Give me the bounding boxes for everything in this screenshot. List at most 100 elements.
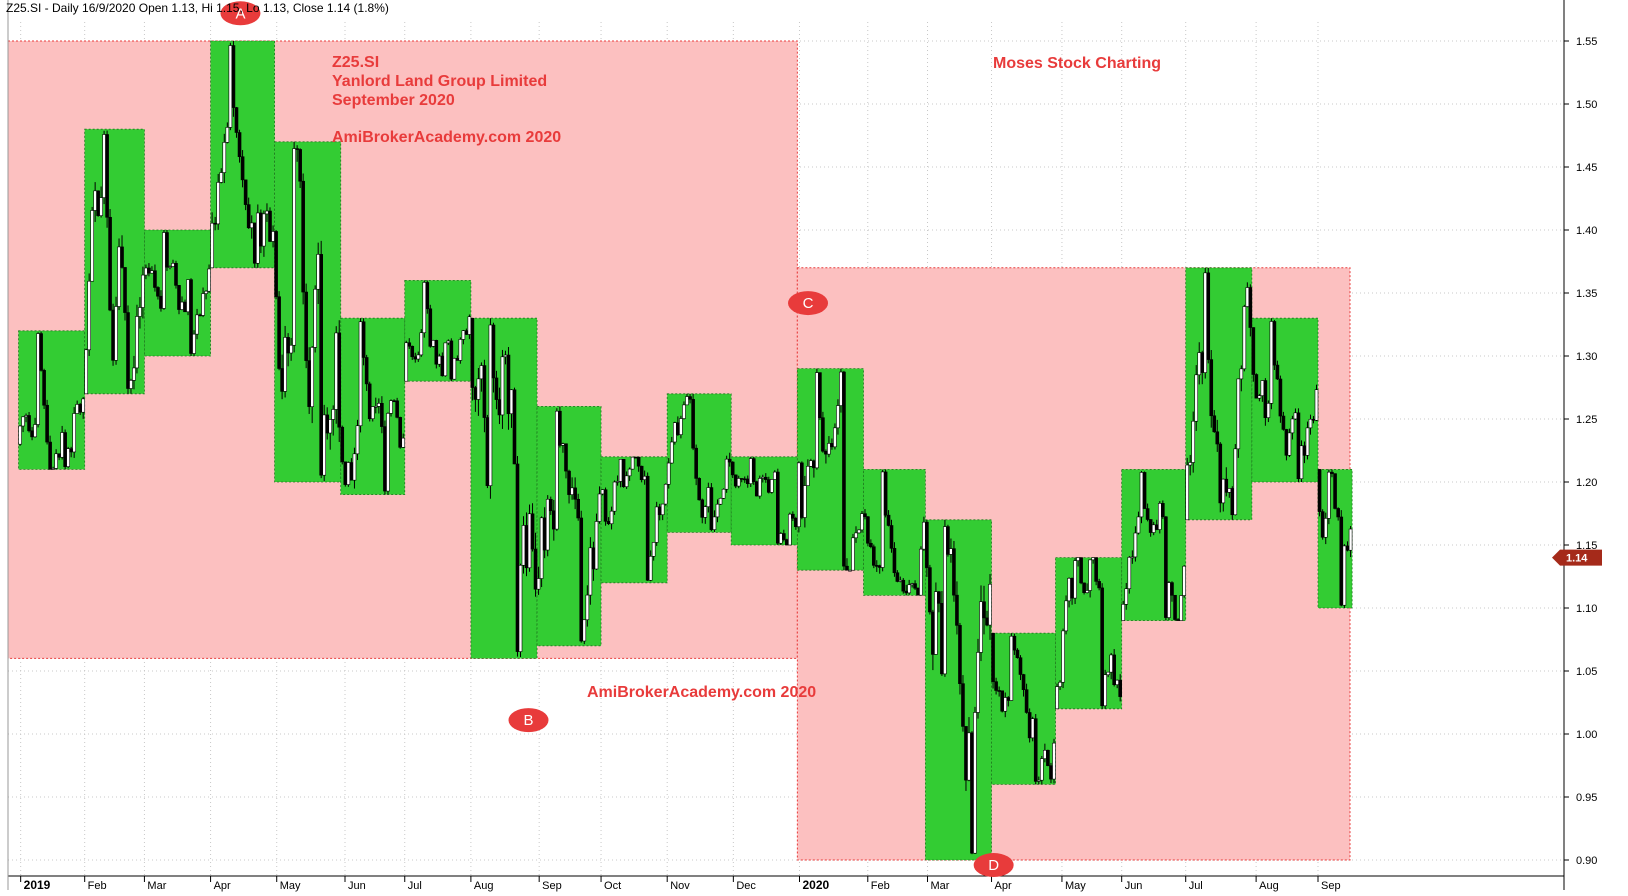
candle-body	[1085, 590, 1089, 593]
candle-body	[476, 378, 481, 400]
candle-body	[1151, 524, 1156, 533]
candle-body	[657, 506, 662, 516]
candle-body	[1284, 429, 1289, 456]
candle-body	[180, 301, 184, 310]
candle-body	[337, 332, 342, 428]
candle-body	[892, 548, 897, 574]
candle-body	[334, 332, 339, 410]
candle-body	[69, 448, 73, 453]
candle-body	[576, 498, 580, 519]
candle-body	[916, 587, 920, 596]
month-range-box	[924, 519, 992, 861]
candle-body	[1305, 427, 1310, 456]
month-range-box	[666, 393, 732, 533]
x-tick-label: 2019	[24, 878, 51, 892]
candle-body	[910, 583, 914, 586]
candle-body	[1173, 594, 1177, 620]
candle-body	[742, 478, 747, 481]
candle-body	[24, 415, 28, 418]
candle-body	[703, 506, 708, 518]
candle-body	[883, 471, 888, 516]
candle-body	[1097, 581, 1101, 589]
candle-body	[389, 400, 393, 414]
candle-body	[207, 268, 211, 292]
candle-body	[836, 405, 840, 429]
candle-body	[51, 468, 55, 470]
candle-body	[159, 295, 163, 309]
candle-body	[165, 232, 169, 268]
candle-body	[355, 425, 360, 455]
candle-body	[506, 354, 511, 415]
candle-body	[1339, 516, 1344, 606]
candle-body	[582, 619, 587, 642]
candle-body	[111, 309, 115, 361]
candle-body	[479, 365, 484, 380]
candle-body	[1109, 654, 1113, 673]
candle-body	[925, 521, 929, 568]
candle-body	[262, 213, 266, 247]
candle-body	[1079, 557, 1083, 584]
candle-body	[943, 526, 947, 675]
candle-body	[292, 148, 296, 346]
candle-body	[201, 293, 205, 316]
candle-body	[1091, 557, 1095, 561]
candle-body	[452, 358, 457, 380]
candle-body	[361, 321, 366, 358]
candle-body	[776, 471, 780, 544]
candle-body	[830, 443, 834, 448]
candle-body	[177, 285, 181, 310]
candle-body	[985, 617, 989, 626]
candle-body	[81, 398, 85, 413]
candle-body	[458, 339, 463, 361]
candle-body	[697, 478, 702, 501]
candle-body	[627, 468, 632, 477]
candle-body	[500, 356, 505, 416]
candle-body	[824, 450, 828, 455]
candle-body	[1067, 577, 1071, 602]
candle-body	[443, 342, 448, 377]
marker-c-badge	[788, 291, 829, 316]
candle-body	[316, 254, 320, 290]
candle-body	[1242, 306, 1247, 370]
candle-body	[1203, 272, 1208, 373]
candle-body	[319, 254, 323, 476]
y-tick-label: 1.50	[1576, 99, 1597, 111]
candle-body	[594, 521, 599, 570]
candle-body	[18, 425, 22, 445]
x-tick-label: Dec	[736, 880, 756, 892]
candle-body	[503, 354, 508, 358]
candle-body	[609, 510, 614, 525]
candle-body	[530, 513, 535, 550]
candle-body	[757, 478, 762, 497]
last-price-tag-shape	[1552, 549, 1602, 566]
candle-body	[633, 456, 638, 459]
candle-body	[527, 513, 532, 569]
candle-body	[156, 287, 160, 297]
candle-body	[1046, 749, 1050, 766]
candle-body	[788, 513, 792, 546]
candle-body	[228, 45, 233, 128]
candle-body	[1218, 443, 1223, 504]
candle-body	[192, 333, 196, 354]
candle-body	[1212, 415, 1217, 433]
candle-body	[1230, 488, 1235, 516]
candle-body	[679, 418, 683, 435]
candle-body	[407, 342, 412, 347]
candle-body	[548, 498, 553, 512]
candle-body	[630, 456, 635, 470]
candle-body	[1052, 742, 1056, 780]
candle-body	[721, 488, 726, 499]
candle-body	[225, 127, 230, 143]
x-tick-label: Sep	[1321, 880, 1341, 892]
candle-body	[162, 232, 166, 309]
candle-body	[639, 465, 644, 481]
candle-body	[682, 404, 686, 419]
candle-body	[105, 134, 109, 218]
y-tick-label: 1.15	[1576, 540, 1597, 552]
candle-body	[791, 513, 795, 519]
annotation-brand: Moses Stock Charting	[993, 55, 1161, 72]
candle-body	[60, 432, 64, 458]
candle-body	[880, 471, 885, 568]
candle-body	[108, 216, 112, 311]
candle-body	[48, 441, 52, 470]
